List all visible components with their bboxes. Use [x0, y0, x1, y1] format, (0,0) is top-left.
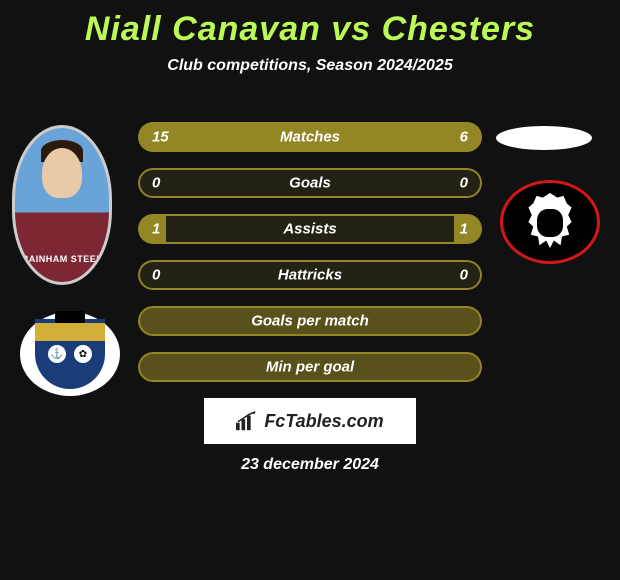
player-right-placeholder [496, 126, 592, 150]
club-left-submarine-icon [55, 311, 85, 323]
stat-label: Goals per match [138, 313, 482, 330]
avatar-head [42, 148, 82, 198]
player-left-avatar: RAINHAM STEEL [12, 125, 112, 285]
stat-label: Assists [138, 221, 482, 238]
club-left-emblem-1: ⚓ [48, 345, 66, 363]
club-right-badge [500, 180, 600, 264]
stat-row-min-per-goal: Min per goal [138, 352, 482, 382]
club-left-emblems: ⚓ ✿ [48, 345, 92, 363]
watermark-text: FcTables.com [264, 411, 383, 432]
club-left-emblem-2: ✿ [74, 345, 92, 363]
club-right-lion-face [537, 209, 563, 237]
club-left-shield: ⚓ ✿ [35, 319, 105, 389]
stat-label: Goals [138, 175, 482, 192]
stat-label: Min per goal [138, 359, 482, 376]
stat-label: Matches [138, 129, 482, 146]
stat-row-goals: 00Goals [138, 168, 482, 198]
stat-label: Hattricks [138, 267, 482, 284]
stat-row-hattricks: 00Hattricks [138, 260, 482, 290]
stat-row-goals-per-match: Goals per match [138, 306, 482, 336]
page-subtitle: Club competitions, Season 2024/2025 [0, 57, 620, 75]
club-right-lion-icon [526, 193, 574, 251]
page-title: Niall Canavan vs Chesters [0, 10, 620, 49]
date-label: 23 december 2024 [0, 456, 620, 474]
chart-icon [236, 411, 258, 431]
stat-row-assists: 11Assists [138, 214, 482, 244]
stat-row-matches: 156Matches [138, 122, 482, 152]
avatar-shirt-text: RAINHAM STEEL [15, 254, 109, 264]
stats-panel: 156Matches 00Goals 11Assists 00Hattricks Goa… [138, 122, 482, 398]
club-left-badge: ⚓ ✿ [20, 312, 120, 396]
watermark: FcTables.com [204, 398, 416, 444]
club-left-stripe [35, 323, 105, 341]
